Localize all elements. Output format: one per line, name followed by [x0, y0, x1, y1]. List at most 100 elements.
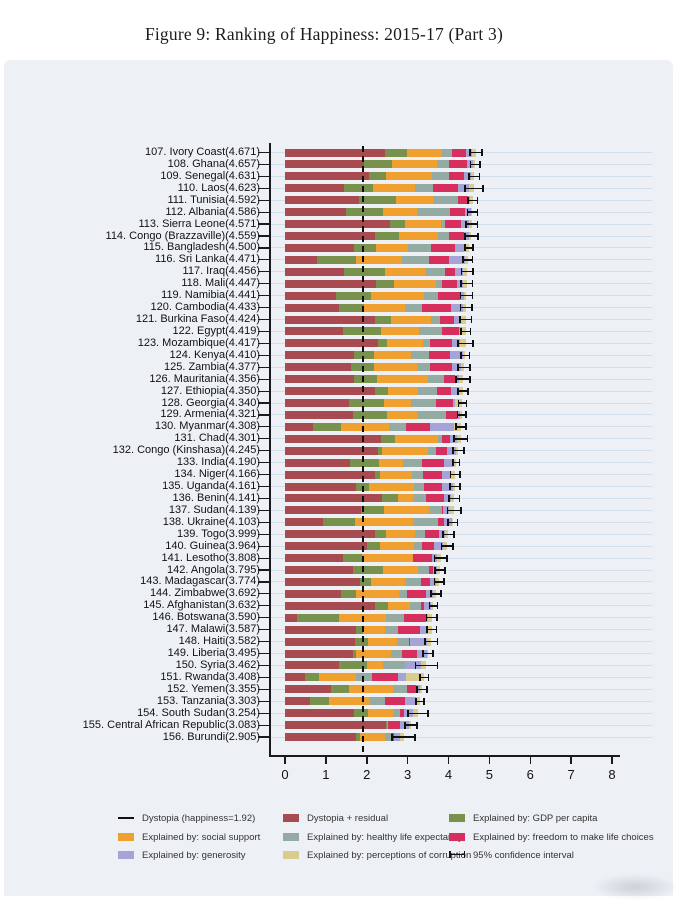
- bar-segment-healthy_life_expectancy: [385, 626, 398, 634]
- legend-label: Dystopia + residual: [307, 813, 388, 824]
- bar-segment-social_support: [364, 304, 405, 312]
- bar-segment-residual: [285, 172, 369, 180]
- bar-segment-healthy_life_expectancy: [389, 423, 407, 431]
- bar-segment-social_support: [395, 435, 438, 443]
- ci-cap-right: [436, 614, 438, 621]
- bar-segment-residual: [285, 566, 353, 574]
- stacked-bar: [285, 542, 447, 550]
- bar-segment-freedom: [445, 268, 455, 276]
- legend-color-swatch: [118, 833, 134, 841]
- bar-segment-healthy_life_expectancy: [432, 172, 449, 180]
- bar-segment-healthy_life_expectancy: [414, 542, 421, 550]
- ci-cap-left: [452, 447, 454, 454]
- bar-segment-social_support: [386, 530, 415, 538]
- bar-segment-social_support: [380, 542, 415, 550]
- bar-segment-freedom: [450, 208, 465, 216]
- bar-segment-healthy_life_expectancy: [415, 530, 425, 538]
- ci-cap-right: [443, 578, 445, 585]
- bar-segment-gdp: [385, 149, 407, 157]
- y-axis-tick: [258, 462, 269, 463]
- country-label: 126. Mauritania(4.356): [20, 374, 260, 385]
- bar-segment-social_support: [371, 578, 406, 586]
- stacked-bar: [285, 435, 461, 443]
- ci-cap-right: [444, 567, 446, 574]
- bar-segment-gdp: [355, 638, 368, 646]
- ci-cap-right: [472, 280, 474, 287]
- ci-cap-right: [416, 722, 418, 729]
- ci-cap-right: [414, 734, 416, 741]
- bar-segment-gdp: [336, 292, 372, 300]
- ci-cap-right: [467, 435, 469, 442]
- x-axis-tick: [325, 757, 327, 764]
- y-axis-tick: [258, 414, 269, 415]
- bar-segment-generosity: [430, 423, 454, 431]
- confidence-interval: [465, 235, 478, 236]
- country-label: 134. Niger(4.166): [20, 469, 260, 480]
- bar-segment-social_support: [396, 196, 433, 204]
- bar-segment-social_support: [383, 208, 417, 216]
- bar-segment-gdp: [359, 196, 395, 204]
- country-label: 128. Georgia(4.340): [20, 398, 260, 409]
- country-label: 139. Togo(3.999): [20, 529, 260, 540]
- bar-segment-gdp: [346, 208, 384, 216]
- bar-segment-freedom: [424, 483, 443, 491]
- country-label: 153. Tanzania(3.303): [20, 696, 260, 707]
- x-axis-tick-label: 4: [434, 767, 464, 782]
- ci-cap-left: [404, 722, 406, 729]
- bar-segment-social_support: [391, 316, 431, 324]
- bar-segment-social_support: [376, 244, 408, 252]
- ci-cap-right: [423, 698, 425, 705]
- bar-segment-freedom: [452, 149, 466, 157]
- stacked-bar: [285, 661, 426, 669]
- watermark: [592, 874, 677, 900]
- country-label: 143. Madagascar(3.774): [20, 576, 260, 587]
- bar-segment-residual: [285, 471, 375, 479]
- ci-cap-right: [481, 149, 483, 156]
- stacked-bar: [285, 626, 432, 634]
- ci-cap-left: [407, 710, 409, 717]
- ci-cap-right: [472, 256, 474, 263]
- bar-segment-social_support: [374, 351, 412, 359]
- y-axis-tick: [258, 593, 269, 594]
- stacked-bar: [285, 399, 462, 407]
- bar-segment-gdp: [382, 494, 398, 502]
- ci-cap-right: [466, 400, 468, 407]
- bar-segment-freedom: [422, 459, 444, 467]
- bar-segment-residual: [285, 220, 390, 228]
- ci-cap-left: [415, 698, 417, 705]
- country-label: 112. Albania(4.586): [20, 207, 260, 218]
- y-axis-tick: [258, 402, 269, 403]
- stacked-bar: [285, 244, 469, 252]
- bar-segment-generosity: [455, 244, 464, 252]
- ci-cap-right: [460, 507, 462, 514]
- stacked-bar: [285, 149, 476, 157]
- x-axis-tick-label: 8: [597, 767, 627, 782]
- ci-cap-left: [453, 435, 455, 442]
- country-label: 150. Syria(3.462): [20, 660, 260, 671]
- bar-segment-social_support: [385, 268, 425, 276]
- bar-segment-social_support: [383, 566, 417, 574]
- ci-cap-left: [415, 662, 417, 669]
- stacked-bar: [285, 471, 455, 479]
- bar-segment-social_support: [387, 339, 423, 347]
- y-axis-tick: [258, 283, 269, 284]
- stacked-bar: [285, 375, 463, 383]
- x-axis-tick: [489, 757, 491, 764]
- x-axis-tick-label: 1: [311, 767, 341, 782]
- bar-segment-residual: [285, 614, 297, 622]
- country-label: 120. Cambodia(4.433): [20, 302, 260, 313]
- bar-segment-healthy_life_expectancy: [411, 399, 436, 407]
- x-axis-tick-label: 2: [352, 767, 382, 782]
- stacked-bar: [285, 447, 458, 455]
- ci-cap-left: [391, 734, 393, 741]
- bar-segment-residual: [285, 697, 310, 705]
- ci-cap-right: [469, 364, 471, 371]
- ci-cap-right: [470, 328, 472, 335]
- y-axis-tick: [258, 152, 269, 153]
- ci-cap-left: [461, 268, 463, 275]
- ci-cap-left: [460, 292, 462, 299]
- bar-segment-gdp: [375, 232, 399, 240]
- x-axis-tick: [530, 757, 532, 764]
- stacked-bar: [285, 530, 448, 538]
